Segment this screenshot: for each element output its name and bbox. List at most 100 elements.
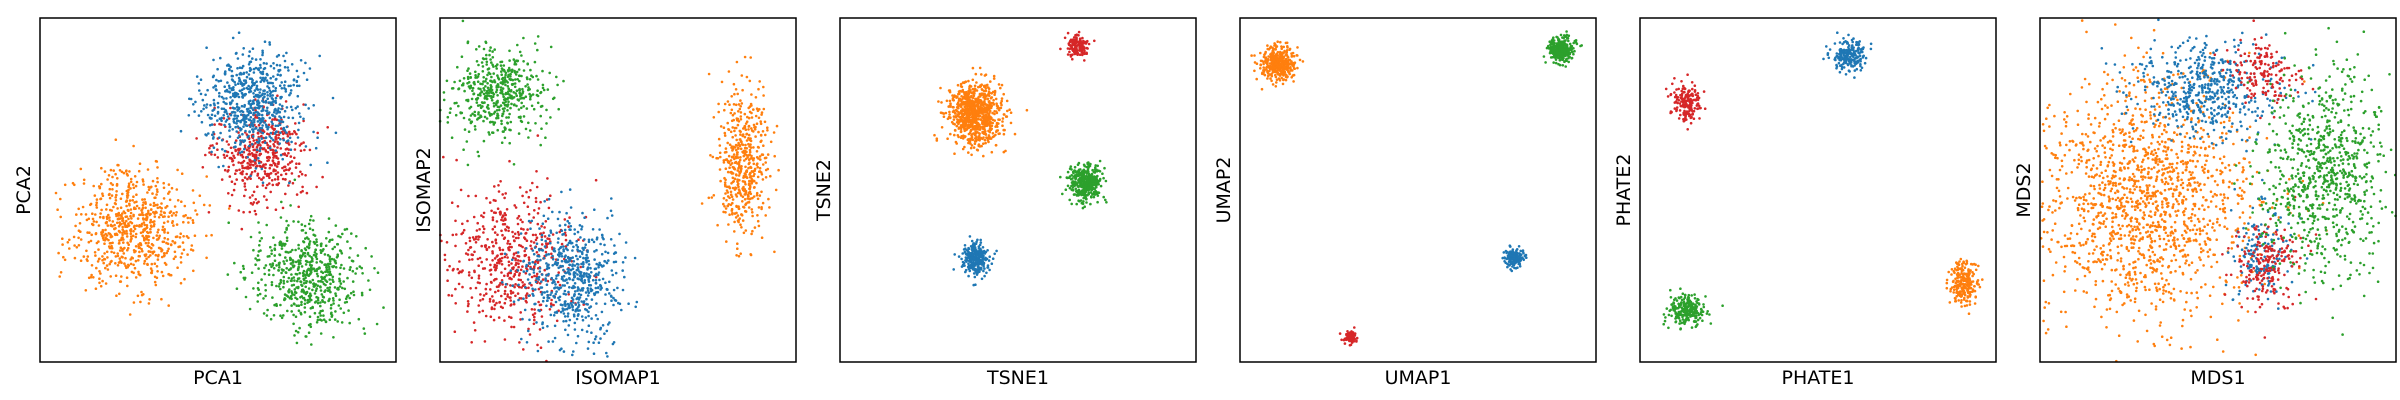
scatter-point [537, 207, 541, 210]
scatter-point [235, 119, 239, 123]
scatter-point [319, 289, 323, 292]
scatter-point [293, 148, 297, 151]
scatter-point [532, 271, 536, 274]
scatter-point [297, 309, 301, 313]
scatter-point [537, 287, 541, 291]
scatter-point [297, 247, 301, 250]
scatter-point [241, 64, 245, 68]
scatter-point [567, 260, 570, 263]
scatter-point [479, 293, 482, 296]
scatter-point [286, 309, 289, 313]
scatter-point [573, 290, 577, 293]
scatter-point [264, 76, 267, 80]
scatter-point [102, 215, 105, 219]
scatter-point [330, 315, 334, 318]
scatter-point [239, 128, 242, 132]
scatter-point [142, 221, 146, 224]
scatter-point [242, 125, 245, 128]
scatter-point [265, 72, 269, 76]
scatter-point [503, 292, 507, 296]
scatter-point [126, 224, 129, 228]
scatter-point [255, 80, 258, 83]
scatter-point [760, 207, 763, 211]
scatter-point [610, 299, 613, 303]
scatter-point [271, 296, 274, 299]
scatter-point [54, 191, 58, 195]
scatter-point [328, 255, 332, 258]
scatter-point [300, 142, 303, 145]
scatter-point [587, 314, 590, 318]
scatter-point [233, 156, 236, 160]
scatter-point [496, 207, 500, 210]
scatter-point [527, 195, 531, 199]
scatter-point [758, 155, 762, 158]
scatter-point [744, 183, 747, 186]
scatter-point [511, 97, 514, 100]
scatter-point [258, 149, 262, 153]
scatter-point [752, 162, 756, 166]
scatter-point [105, 208, 108, 211]
scatter-point [145, 224, 149, 227]
scatter-point [501, 281, 504, 284]
scatter-point [498, 108, 501, 112]
scatter-point [194, 100, 197, 104]
scatter-point [210, 123, 214, 126]
scatter-point [99, 284, 103, 288]
scatter-point [519, 318, 522, 321]
scatter-point [503, 222, 507, 226]
scatter-point [453, 330, 457, 334]
scatter-point [531, 249, 535, 252]
scatter-point [248, 166, 251, 170]
scatter-point [455, 158, 458, 162]
scatter-point [264, 294, 267, 298]
scatter-point [82, 255, 86, 258]
scatter-point [526, 228, 529, 231]
scatter-point [504, 297, 508, 301]
scatter-point [220, 95, 224, 99]
scatter-point [303, 224, 307, 228]
scatter-point [491, 56, 495, 59]
scatter-point [296, 286, 300, 290]
scatter-point [284, 172, 288, 176]
scatter-point [447, 293, 451, 297]
scatter-point [181, 241, 185, 244]
scatter-point [97, 185, 101, 188]
scatter-point [264, 136, 267, 140]
scatter-point [304, 61, 307, 65]
scatter-point [466, 219, 469, 223]
scatter-point [201, 166, 205, 169]
scatter-point [299, 280, 302, 283]
scatter-point [230, 101, 233, 104]
scatter-point [737, 103, 741, 106]
scatter-point [507, 87, 511, 90]
scatter-point [729, 130, 733, 134]
scatter-point [278, 282, 281, 286]
scatter-point [153, 215, 157, 218]
scatter-point [231, 99, 234, 102]
scatter-point [587, 240, 591, 244]
scatter-point [733, 92, 736, 96]
scatter-point [332, 299, 335, 302]
scatter-point [527, 327, 530, 331]
scatter-point [736, 178, 740, 182]
scatter-point [233, 80, 236, 84]
scatter-point [562, 279, 565, 282]
scatter-point [258, 239, 262, 243]
scatter-point [764, 168, 768, 172]
scatter-point [255, 148, 259, 152]
scatter-point [566, 315, 570, 318]
scatter-point [283, 86, 286, 90]
scatter-point [153, 220, 156, 223]
scatter-point [66, 241, 70, 244]
scatter-point [213, 114, 217, 118]
scatter-point [517, 298, 520, 302]
scatter-point [329, 282, 332, 286]
scatter-point [575, 239, 578, 243]
scatter-point [212, 86, 215, 89]
scatter-point [478, 310, 481, 314]
scatter-point [571, 301, 575, 304]
scatter-point [601, 277, 605, 281]
scatter-point [514, 269, 518, 273]
scatter-point [751, 229, 754, 233]
scatter-point [557, 266, 560, 270]
